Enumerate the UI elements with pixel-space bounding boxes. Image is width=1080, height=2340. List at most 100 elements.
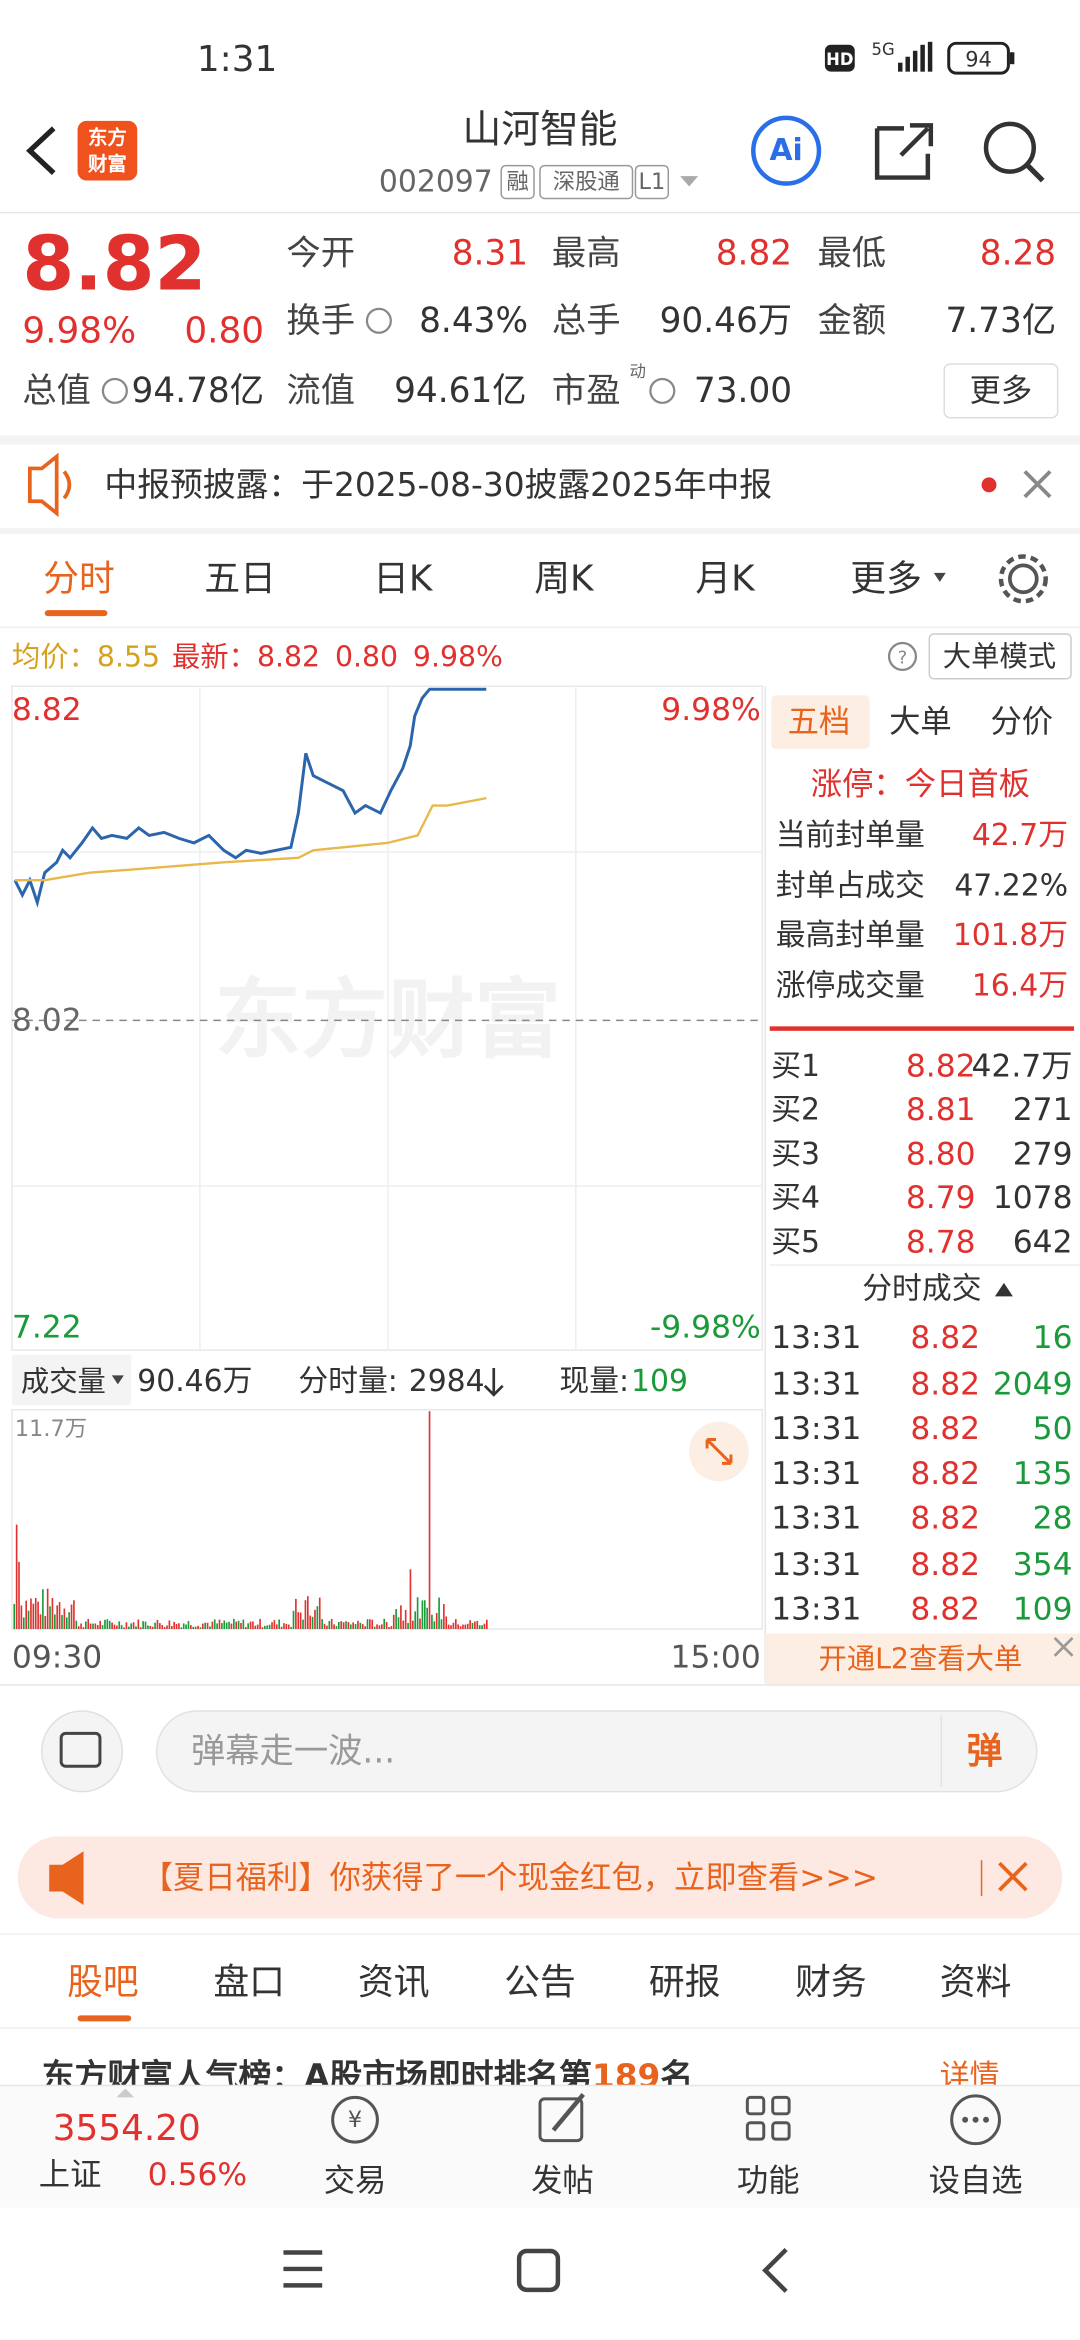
volume-bar [175,1623,178,1629]
info-icon[interactable] [365,307,392,334]
panel-tab[interactable]: 五档 [788,704,851,740]
dropdown-icon[interactable] [680,176,699,187]
tab[interactable]: 日K [373,558,434,599]
panel-tab-active[interactable] [771,695,870,749]
panel-tab[interactable]: 大单 [889,704,952,740]
bottom-tab[interactable]: 研报 [649,1962,721,2003]
post-icon[interactable] [538,2097,584,2143]
trade-icon[interactable] [331,2095,379,2144]
bid-label: 买5 [771,1225,820,1260]
tab[interactable]: 月K [695,558,756,599]
volume-bar [290,1626,292,1629]
volume-bar [130,1623,133,1629]
close-banner[interactable] [998,1861,1028,1892]
settings-button[interactable] [1008,563,1039,595]
logo[interactable] [77,120,138,181]
divider [0,626,1080,629]
promo-banner[interactable] [17,1836,1063,1919]
help-icon[interactable] [887,641,918,671]
volume-bar [170,1626,173,1629]
home-button[interactable] [516,2248,561,2293]
volume-bar [342,1622,345,1629]
speaker-icon [27,452,72,518]
more-label[interactable]: 更多 [970,373,1033,409]
time-start: 09:30 [12,1639,102,1675]
back-button[interactable] [26,126,56,175]
unread-dot [981,477,997,493]
system-nav [283,2247,788,2293]
volume-bar [407,1622,409,1629]
volume-bar [118,1621,121,1629]
pe-tag: 动 [630,362,646,381]
l2-label[interactable]: 开通L2查看大单 [818,1642,1022,1675]
banner-text[interactable]: 【夏日福利】你获得了一个现金红包，立即查看>>> [142,1860,878,1896]
field-value: 94.61亿 [394,371,526,411]
stat-value: 16.4万 [972,969,1068,1004]
tab[interactable]: 五日 [204,558,276,599]
ai-button[interactable] [751,115,822,186]
volume-bar [409,1569,412,1629]
back-system-button[interactable] [762,2247,788,2293]
volume-bar [123,1627,125,1629]
bottom-tab[interactable]: 资料 [940,1962,1012,2003]
bottom-tab[interactable]: 股吧 [67,1962,139,2003]
nav-label[interactable]: 设自选 [929,2163,1023,2199]
current-label: 现量: [559,1364,629,1399]
stat-value: 42.7万 [972,818,1068,853]
bottom-tab[interactable]: 公告 [504,1962,576,2003]
status-time: 1:31 [197,39,277,80]
stat-value: 101.8万 [953,918,1068,953]
tab[interactable]: 分时 [43,558,115,599]
volume-bar [85,1621,87,1629]
volume-bar [149,1625,152,1629]
bottom-tab[interactable]: 财务 [795,1962,867,2003]
menu-button[interactable] [283,2250,323,2288]
tab[interactable]: 更多 [850,558,922,599]
watchlist-icon[interactable] [950,2094,1001,2146]
volume-bar [306,1596,309,1629]
mode-button[interactable] [928,633,1072,680]
l2-bar[interactable] [765,1633,1080,1685]
volume-bar [447,1624,450,1629]
volume-bar [457,1624,460,1629]
volume-bar [485,1619,488,1629]
close-notice[interactable] [1023,470,1052,499]
volume-bar [13,1603,16,1629]
tab[interactable]: 周K [534,558,595,599]
info-icon[interactable] [649,377,676,404]
comment-settings[interactable] [41,1710,124,1793]
field-label: 市盈 [552,371,621,411]
volume-bar [89,1623,92,1629]
more-button[interactable] [943,363,1059,419]
comment-button[interactable]: 弹 [967,1731,1003,1772]
nav-label[interactable]: 功能 [737,2163,800,2199]
info-pct: 9.98% [413,640,503,673]
search-button[interactable] [983,121,1036,174]
volume-bar [37,1601,39,1629]
chart-info: 均价：8.55 最新：8.82 0.80 9.98% [12,640,503,673]
info-icon[interactable] [101,377,128,404]
trade-time: 13:31 [771,1501,861,1537]
battery-tip [1009,52,1015,65]
nav-label[interactable]: 发帖 [531,2163,594,2199]
bottom-tab[interactable]: 资讯 [358,1962,430,2003]
volume-bar [197,1625,199,1629]
ai-label: Ai [769,133,802,168]
comment-input[interactable] [155,1710,1038,1793]
panel-tab[interactable]: 分价 [991,704,1054,740]
mode-label[interactable]: 大单模式 [943,640,1056,673]
signal-icon [898,41,933,72]
volume-bar [225,1622,228,1629]
axis-label: 9.98% [661,692,760,728]
divider [0,211,1080,214]
volume-select[interactable] [11,1354,132,1406]
bottom-tab[interactable]: 盘口 [213,1962,285,2003]
volume-bar [333,1624,335,1629]
close-l2[interactable] [1053,1637,1074,1657]
share-button[interactable] [874,123,934,180]
info-last_label: 最新： [172,640,257,673]
volume-bar [144,1621,147,1629]
nav-label[interactable]: 交易 [324,2163,387,2199]
function-icon[interactable] [745,2095,791,2141]
expand-icon [705,1438,733,1465]
